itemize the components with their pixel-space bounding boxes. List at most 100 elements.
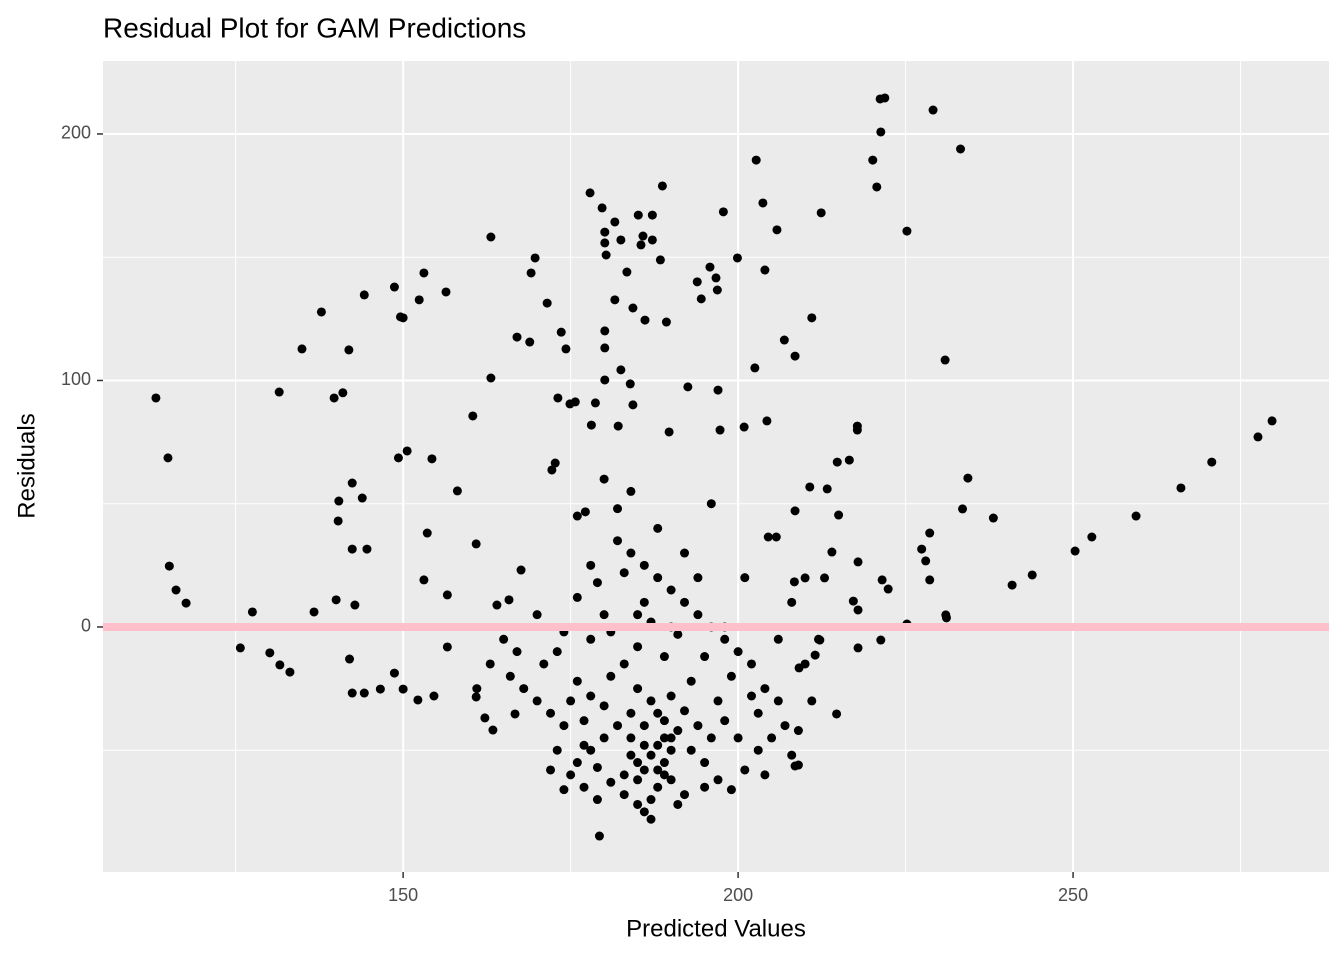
point bbox=[925, 528, 935, 538]
point bbox=[750, 363, 760, 373]
point bbox=[472, 684, 482, 694]
point bbox=[347, 478, 357, 488]
point bbox=[441, 287, 451, 297]
point bbox=[705, 262, 715, 272]
point bbox=[816, 208, 826, 218]
point bbox=[639, 765, 649, 775]
point bbox=[600, 326, 610, 336]
point bbox=[626, 486, 636, 496]
x-tick-label: 200 bbox=[723, 885, 753, 905]
point bbox=[389, 668, 399, 678]
point bbox=[653, 523, 663, 533]
point bbox=[1176, 483, 1186, 493]
point bbox=[680, 548, 690, 558]
point bbox=[820, 573, 830, 583]
point bbox=[316, 307, 326, 317]
point bbox=[619, 770, 629, 780]
point bbox=[853, 557, 863, 567]
y-axis-label: Residuals bbox=[13, 413, 40, 518]
point bbox=[751, 155, 761, 165]
point bbox=[666, 775, 676, 785]
point bbox=[822, 484, 832, 494]
point bbox=[181, 598, 191, 608]
point bbox=[547, 465, 557, 475]
point bbox=[572, 758, 582, 768]
point bbox=[941, 613, 951, 623]
point bbox=[151, 393, 161, 403]
point bbox=[572, 592, 582, 602]
point bbox=[532, 610, 542, 620]
point bbox=[586, 560, 596, 570]
point bbox=[442, 590, 452, 600]
point bbox=[726, 671, 736, 681]
point bbox=[586, 745, 596, 755]
point bbox=[673, 799, 683, 809]
point bbox=[633, 210, 643, 220]
point bbox=[853, 605, 863, 615]
point bbox=[790, 506, 800, 516]
point bbox=[600, 227, 610, 237]
point bbox=[566, 696, 576, 706]
point bbox=[586, 420, 596, 430]
point bbox=[646, 795, 656, 805]
point bbox=[700, 758, 710, 768]
point bbox=[164, 561, 174, 571]
y-tick-label: 0 bbox=[81, 616, 91, 636]
point bbox=[739, 422, 749, 432]
point bbox=[1131, 511, 1141, 521]
point bbox=[628, 303, 638, 313]
point bbox=[653, 708, 663, 718]
point bbox=[747, 691, 757, 701]
point bbox=[638, 231, 648, 241]
point bbox=[580, 507, 590, 517]
point bbox=[713, 696, 723, 706]
point bbox=[398, 684, 408, 694]
point bbox=[235, 643, 245, 653]
point bbox=[653, 573, 663, 583]
point bbox=[552, 745, 562, 755]
point bbox=[539, 659, 549, 669]
point bbox=[760, 265, 770, 275]
point bbox=[963, 473, 973, 483]
point bbox=[486, 232, 496, 242]
point bbox=[274, 387, 284, 397]
point bbox=[297, 344, 307, 354]
point bbox=[713, 775, 723, 785]
point bbox=[626, 708, 636, 718]
point bbox=[653, 740, 663, 750]
point bbox=[309, 607, 319, 617]
point bbox=[921, 556, 931, 566]
point bbox=[647, 235, 657, 245]
point bbox=[599, 733, 609, 743]
point bbox=[872, 182, 882, 192]
point bbox=[693, 573, 703, 583]
point bbox=[626, 733, 636, 743]
point bbox=[636, 240, 646, 250]
point bbox=[333, 516, 343, 526]
point bbox=[619, 790, 629, 800]
point bbox=[762, 416, 772, 426]
y-tick-label: 100 bbox=[61, 369, 91, 389]
point bbox=[1007, 580, 1017, 590]
point bbox=[452, 486, 462, 496]
point bbox=[733, 733, 743, 743]
point bbox=[600, 343, 610, 353]
point bbox=[610, 295, 620, 305]
point bbox=[832, 709, 842, 719]
point bbox=[1267, 416, 1277, 426]
point bbox=[790, 351, 800, 361]
point bbox=[844, 455, 854, 465]
point bbox=[419, 575, 429, 585]
point bbox=[646, 814, 656, 824]
point bbox=[767, 733, 777, 743]
point bbox=[585, 188, 595, 198]
point bbox=[852, 425, 862, 435]
point bbox=[559, 721, 569, 731]
point bbox=[753, 708, 763, 718]
point bbox=[780, 721, 790, 731]
point bbox=[375, 684, 385, 694]
point bbox=[334, 496, 344, 506]
point bbox=[619, 659, 629, 669]
point bbox=[359, 290, 369, 300]
